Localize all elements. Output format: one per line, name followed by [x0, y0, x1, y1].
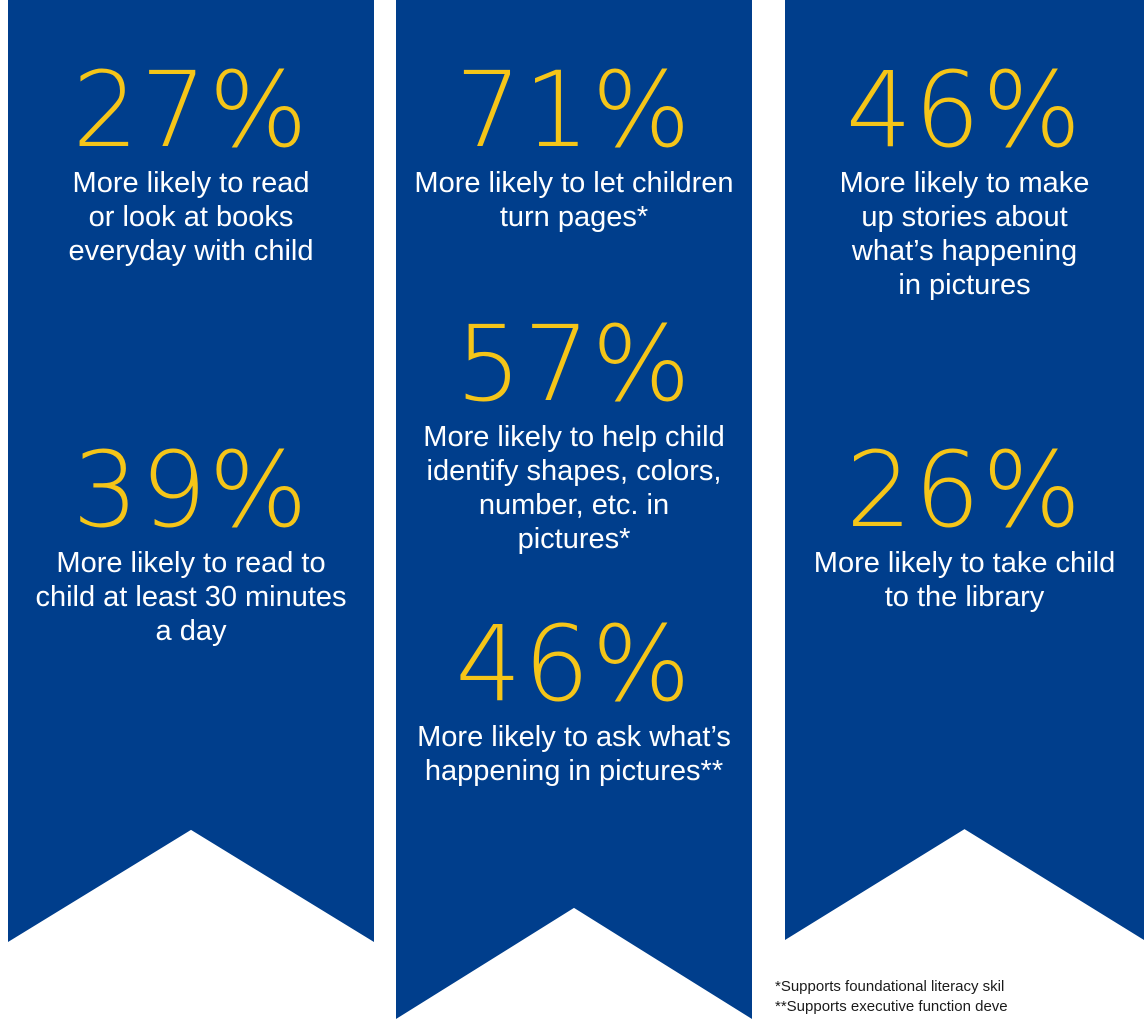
stat-percent: 71%	[455, 49, 693, 171]
ribbon-column-2: 71% More likely to let children turn pag…	[396, 0, 752, 1019]
stat-block: 46% More likely to make up stories about…	[785, 58, 1144, 302]
stat-label: More likely to ask what’s happening in p…	[417, 721, 731, 787]
stat-percent: 46%	[845, 49, 1084, 171]
stat-percent: 26%	[845, 429, 1084, 551]
stat-block: 71% More likely to let children turn pag…	[396, 58, 752, 234]
stat-label: More likely to let children turn pages*	[414, 167, 734, 233]
stat-label: More likely to read or look at books eve…	[68, 167, 314, 267]
stat-percent: 46%	[455, 603, 693, 725]
footnotes: *Supports foundational literacy skil **S…	[775, 977, 1144, 1017]
stat-percent: 57%	[455, 303, 693, 425]
stat-block: 46% More likely to ask what’s happening …	[396, 612, 752, 788]
stat-label: More likely to take child to the library	[813, 547, 1116, 613]
stat-block: 26% More likely to take child to the lib…	[785, 438, 1144, 614]
stat-percent: 27%	[72, 49, 310, 171]
footnote-1: *Supports foundational literacy skil	[775, 978, 1005, 995]
stat-label: More likely to read to child at least 30…	[35, 547, 347, 647]
stat-label: More likely to help child identify shape…	[423, 421, 725, 555]
stat-label: More likely to make up stories about wha…	[839, 167, 1090, 301]
ribbon-column-1: 27% More likely to read or look at books…	[8, 0, 374, 942]
stat-block: 27% More likely to read or look at books…	[8, 58, 374, 268]
stat-block: 39% More likely to read to child at leas…	[8, 438, 374, 648]
ribbon-column-3: 46% More likely to make up stories about…	[785, 0, 1144, 940]
footnote-2: **Supports executive function deve	[775, 998, 1008, 1015]
stat-block: 57% More likely to help child identify s…	[396, 312, 752, 556]
stat-percent: 39%	[72, 429, 310, 551]
